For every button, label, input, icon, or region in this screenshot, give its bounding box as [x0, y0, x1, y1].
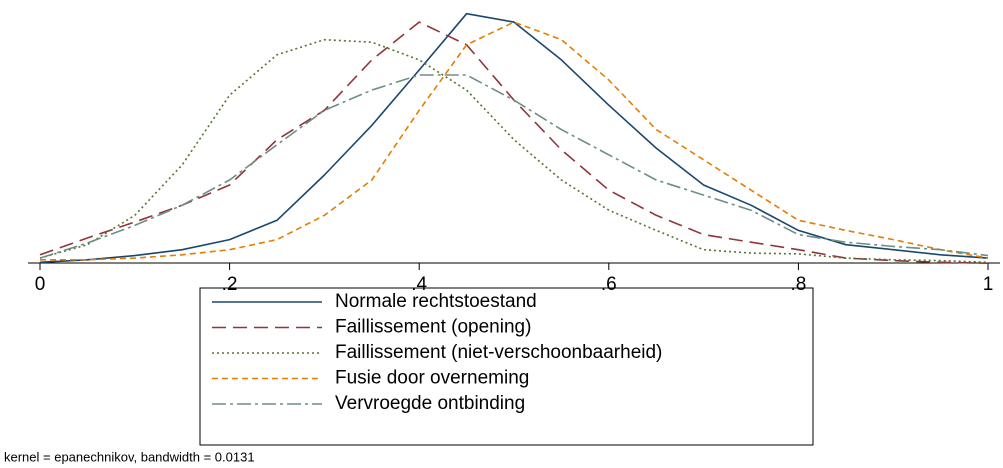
x-tick-label: 1	[983, 274, 994, 295]
legend-label: Faillissement (opening)	[335, 317, 531, 338]
series-line	[39, 21, 989, 264]
x-tick-label: 0	[35, 274, 46, 295]
legend-label: Fusie door overneming	[335, 368, 529, 389]
series-line	[39, 12, 989, 264]
x-tick-label: .6	[601, 274, 617, 295]
x-tick-label: .8	[790, 274, 806, 295]
legend-label: Faillissement (niet-verschoonbaarheid)	[335, 342, 662, 363]
series-line	[39, 38, 989, 264]
legend-label: Normale rechtstoestand	[335, 291, 537, 312]
legend-label: Vervroegde ontbinding	[335, 393, 525, 414]
legend-box	[199, 287, 814, 446]
note: kernel = epanechnikov, bandwidth = 0.013…	[4, 449, 255, 464]
x-tick-label: .4	[411, 274, 427, 295]
series-line	[39, 74, 989, 259]
series-line	[40, 21, 989, 261]
x-tick-label: .2	[222, 274, 238, 295]
